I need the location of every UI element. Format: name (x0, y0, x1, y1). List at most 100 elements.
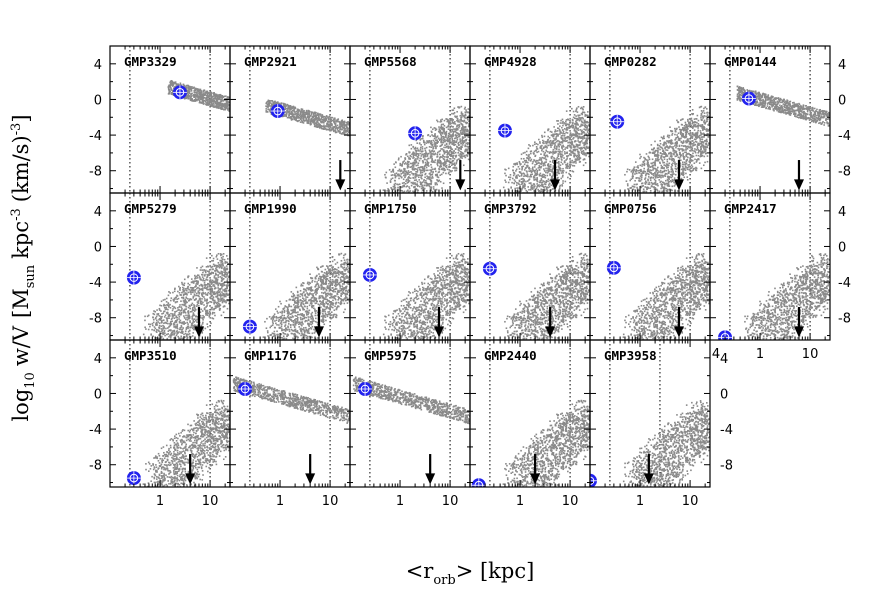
arrow-marker (425, 454, 436, 485)
y-tick-label-right: -8 (720, 459, 733, 474)
panel-gmp2417: GMP2417 (709, 192, 831, 341)
y-tick-label: 4 (94, 205, 102, 220)
arrow-marker (313, 307, 324, 338)
x-tick-label: 1 (756, 347, 764, 362)
galaxy-marker (172, 85, 187, 100)
y-tick-label: 0 (94, 387, 102, 402)
x-tick-label: 10 (562, 494, 579, 509)
panel-name-label: GMP1990 (244, 201, 297, 216)
galaxy-marker (358, 382, 373, 396)
panel-plot-area (126, 193, 230, 340)
panel-plot-area (471, 340, 590, 487)
panel-gmp5568: GMP5568 (349, 45, 471, 194)
arrow-marker (530, 454, 541, 485)
panel-plot-area (369, 46, 470, 193)
particle-cloud (382, 105, 470, 193)
particle-cloud (142, 252, 230, 340)
x-tick-label: 10 (322, 494, 339, 509)
particle-cloud (622, 252, 710, 340)
panel-gmp0144: GMP0144 (709, 45, 831, 194)
arrow-marker (193, 307, 204, 338)
panel-name-label: GMP3792 (484, 201, 537, 216)
arrow-marker (793, 160, 804, 191)
y-tick-label-right: -8 (838, 165, 851, 180)
arrow-marker (305, 454, 316, 485)
galaxy-marker (270, 104, 285, 119)
arrow-marker (455, 160, 466, 191)
galaxy-marker (741, 91, 756, 106)
panel-gmp3792: GMP3792 (469, 192, 591, 341)
panel-gmp5975: GMP5975 (349, 339, 471, 488)
particle-cloud (622, 400, 710, 487)
y-tick-label: 4 (94, 352, 102, 367)
panel-name-label: GMP3958 (604, 348, 657, 363)
panel-name-label: GMP2440 (484, 348, 537, 363)
panel-name-label: GMP5568 (364, 54, 417, 69)
galaxy-marker (610, 114, 625, 129)
arrow-marker (545, 307, 556, 338)
y-tick-label: -8 (89, 312, 102, 327)
panel-plot-area (232, 340, 350, 487)
arrow-marker (550, 160, 561, 191)
y-tick-label: 0 (94, 93, 102, 108)
galaxy-marker (408, 126, 423, 141)
particle-cloud (382, 252, 470, 340)
y-tick-label-right: 4 (720, 352, 728, 367)
x-tick-label-extra: 4 (712, 347, 720, 362)
galaxy-marker (482, 261, 497, 276)
y-tick-label: 0 (94, 240, 102, 255)
panel-plot-area (729, 46, 830, 193)
y-tick-label-right: 4 (838, 205, 846, 220)
x-tick-label: 10 (682, 494, 699, 509)
y-tick-label-right: 0 (838, 93, 846, 108)
galaxy-marker (497, 123, 512, 138)
panel-name-label: GMP1750 (364, 201, 417, 216)
panel-gmp3329: GMP3329 (109, 45, 231, 194)
panel-plot-area (606, 193, 710, 340)
x-tick-label: 1 (396, 494, 404, 509)
galaxy-marker (238, 382, 253, 396)
galaxy-marker (126, 471, 141, 486)
panel-gmp1750: GMP1750 (349, 192, 471, 341)
panel-ticks (110, 193, 230, 340)
particle-cloud (624, 105, 710, 193)
panel-plot-area (242, 193, 350, 340)
panel-name-label: GMP2417 (724, 201, 777, 216)
panel-name-label: GMP1176 (244, 348, 297, 363)
galaxy-marker (606, 260, 621, 275)
panel-gmp4928: GMP4928 (469, 45, 591, 194)
particle-cloud (744, 253, 830, 340)
panel-name-label: GMP4928 (484, 54, 537, 69)
panel-gmp0282: GMP0282 (589, 45, 711, 194)
arrow-marker (185, 454, 196, 485)
y-tick-label: -8 (89, 165, 102, 180)
panel-gmp3510: GMP3510 (109, 339, 231, 488)
panel-plot-area (489, 46, 590, 193)
panel-name-label: GMP2921 (244, 54, 297, 69)
panel-name-label: GMP0756 (604, 201, 657, 216)
y-tick-label-right: -8 (838, 312, 851, 327)
particle-cloud (504, 252, 590, 340)
particle-cloud (502, 105, 590, 193)
galaxy-marker (242, 319, 257, 334)
x-axis-label: <rorb> [kpc] (406, 559, 535, 588)
panel-name-label: GMP0282 (604, 54, 657, 69)
panel-name-label: GMP3510 (124, 348, 177, 363)
panels: GMP3329 GMP2921 GMP5568 GMP4928 GMP0282 GMP01… (109, 45, 831, 488)
panel-gmp1990: GMP1990 (229, 192, 351, 341)
panel-gmp1176: GMP1176 (229, 339, 351, 488)
particle-cloud (142, 399, 230, 487)
x-tick-label: 1 (636, 494, 644, 509)
panel-ticks (230, 193, 350, 340)
arrow-marker (335, 160, 346, 191)
panel-ticks (350, 193, 470, 340)
y-tick-label: -4 (89, 129, 102, 144)
y-tick-label-right: -4 (838, 276, 851, 291)
y-tick-label: -8 (89, 459, 102, 474)
arrow-marker (433, 307, 444, 338)
x-tick-label: 10 (202, 494, 219, 509)
y-tick-label: -4 (89, 276, 102, 291)
y-tick-label: -4 (89, 423, 102, 438)
panel-plot-area (129, 46, 230, 193)
